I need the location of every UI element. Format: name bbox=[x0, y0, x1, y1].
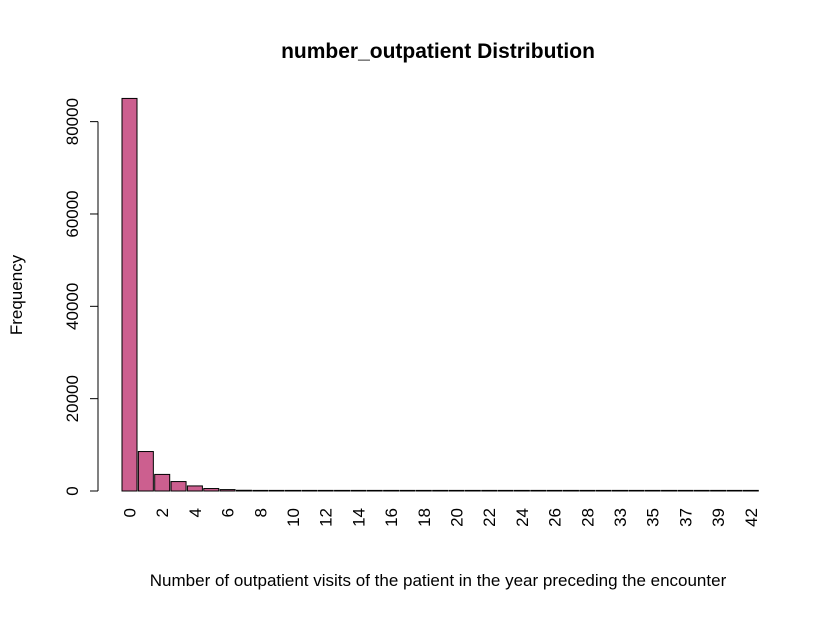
x-tick-label: 10 bbox=[284, 508, 303, 527]
y-tick-label: 80000 bbox=[63, 98, 82, 145]
x-tick-label: 42 bbox=[742, 508, 761, 527]
bar-40 bbox=[726, 489, 743, 492]
bar-18 bbox=[415, 489, 432, 492]
x-tick-label: 39 bbox=[709, 508, 728, 527]
bar-16 bbox=[383, 489, 400, 492]
bar-34 bbox=[628, 489, 645, 492]
bar-26 bbox=[546, 489, 563, 492]
x-tick-label: 16 bbox=[382, 508, 401, 527]
bar-11 bbox=[301, 489, 318, 492]
x-tick-label: 37 bbox=[676, 508, 695, 527]
bar-21 bbox=[464, 489, 481, 492]
bar-36 bbox=[661, 489, 678, 492]
x-tick-label: 6 bbox=[219, 508, 238, 517]
x-tick-label: 35 bbox=[644, 508, 663, 527]
x-tick-label: 8 bbox=[251, 508, 270, 517]
bar-4 bbox=[186, 485, 203, 492]
bar-42 bbox=[742, 489, 759, 492]
bar-33 bbox=[612, 489, 628, 492]
x-tick-label: 2 bbox=[153, 508, 172, 517]
chart-title: number_outpatient Distribution bbox=[281, 40, 595, 63]
x-tick-label: 24 bbox=[513, 508, 532, 527]
x-tick-label: 20 bbox=[448, 508, 467, 527]
y-tick-label: 60000 bbox=[63, 190, 82, 237]
bar-17 bbox=[399, 489, 416, 492]
y-axis: 0 20000 40000 60000 80000 bbox=[63, 98, 99, 496]
x-axis-label: Number of outpatient visits of the patie… bbox=[150, 571, 727, 590]
x-tick-label: 4 bbox=[186, 508, 205, 517]
bar-20 bbox=[448, 489, 465, 492]
bar-23 bbox=[497, 489, 514, 492]
bar-13 bbox=[334, 489, 351, 492]
bar-19 bbox=[432, 489, 449, 492]
x-tick-label: 14 bbox=[349, 508, 368, 527]
bar-7 bbox=[235, 489, 252, 492]
bar-14 bbox=[350, 489, 367, 492]
bar-39 bbox=[710, 489, 727, 492]
bar-10 bbox=[285, 489, 301, 492]
bar-3 bbox=[170, 481, 187, 492]
bar-6 bbox=[219, 489, 236, 492]
bar-2 bbox=[154, 473, 171, 492]
bar-0 bbox=[121, 97, 138, 492]
bar-38 bbox=[693, 489, 710, 492]
x-tick-label: 22 bbox=[480, 508, 499, 527]
bar-9 bbox=[268, 489, 285, 492]
y-tick-label: 0 bbox=[63, 486, 82, 495]
x-tick-labels: 0 2 4 6 8 10 12 14 16 18 20 22 24 26 28 33 35 37 39 42 bbox=[121, 508, 761, 527]
y-tick-label: 40000 bbox=[63, 283, 82, 330]
bar-24 bbox=[513, 489, 530, 492]
bar-37 bbox=[677, 489, 694, 492]
x-tick-label: 12 bbox=[317, 508, 336, 527]
bar-8 bbox=[252, 489, 269, 492]
x-tick-label: 28 bbox=[578, 508, 597, 527]
bar-5 bbox=[203, 488, 220, 492]
y-axis-label: Frequency bbox=[7, 254, 26, 335]
bar-15 bbox=[366, 489, 383, 492]
x-tick-label: 0 bbox=[121, 508, 140, 517]
bar-1 bbox=[137, 451, 154, 492]
bars-group bbox=[121, 97, 759, 492]
y-tick-label: 20000 bbox=[63, 375, 82, 422]
bar-25 bbox=[530, 489, 547, 492]
bar-27 bbox=[562, 489, 579, 492]
bar-12 bbox=[317, 489, 334, 492]
x-tick-label: 26 bbox=[546, 508, 565, 527]
bar-29 bbox=[595, 489, 612, 492]
bar-35 bbox=[644, 489, 661, 492]
bar-28 bbox=[579, 489, 596, 492]
x-tick-label: 33 bbox=[611, 508, 630, 527]
x-tick-label: 18 bbox=[415, 508, 434, 527]
bar-22 bbox=[481, 489, 498, 492]
